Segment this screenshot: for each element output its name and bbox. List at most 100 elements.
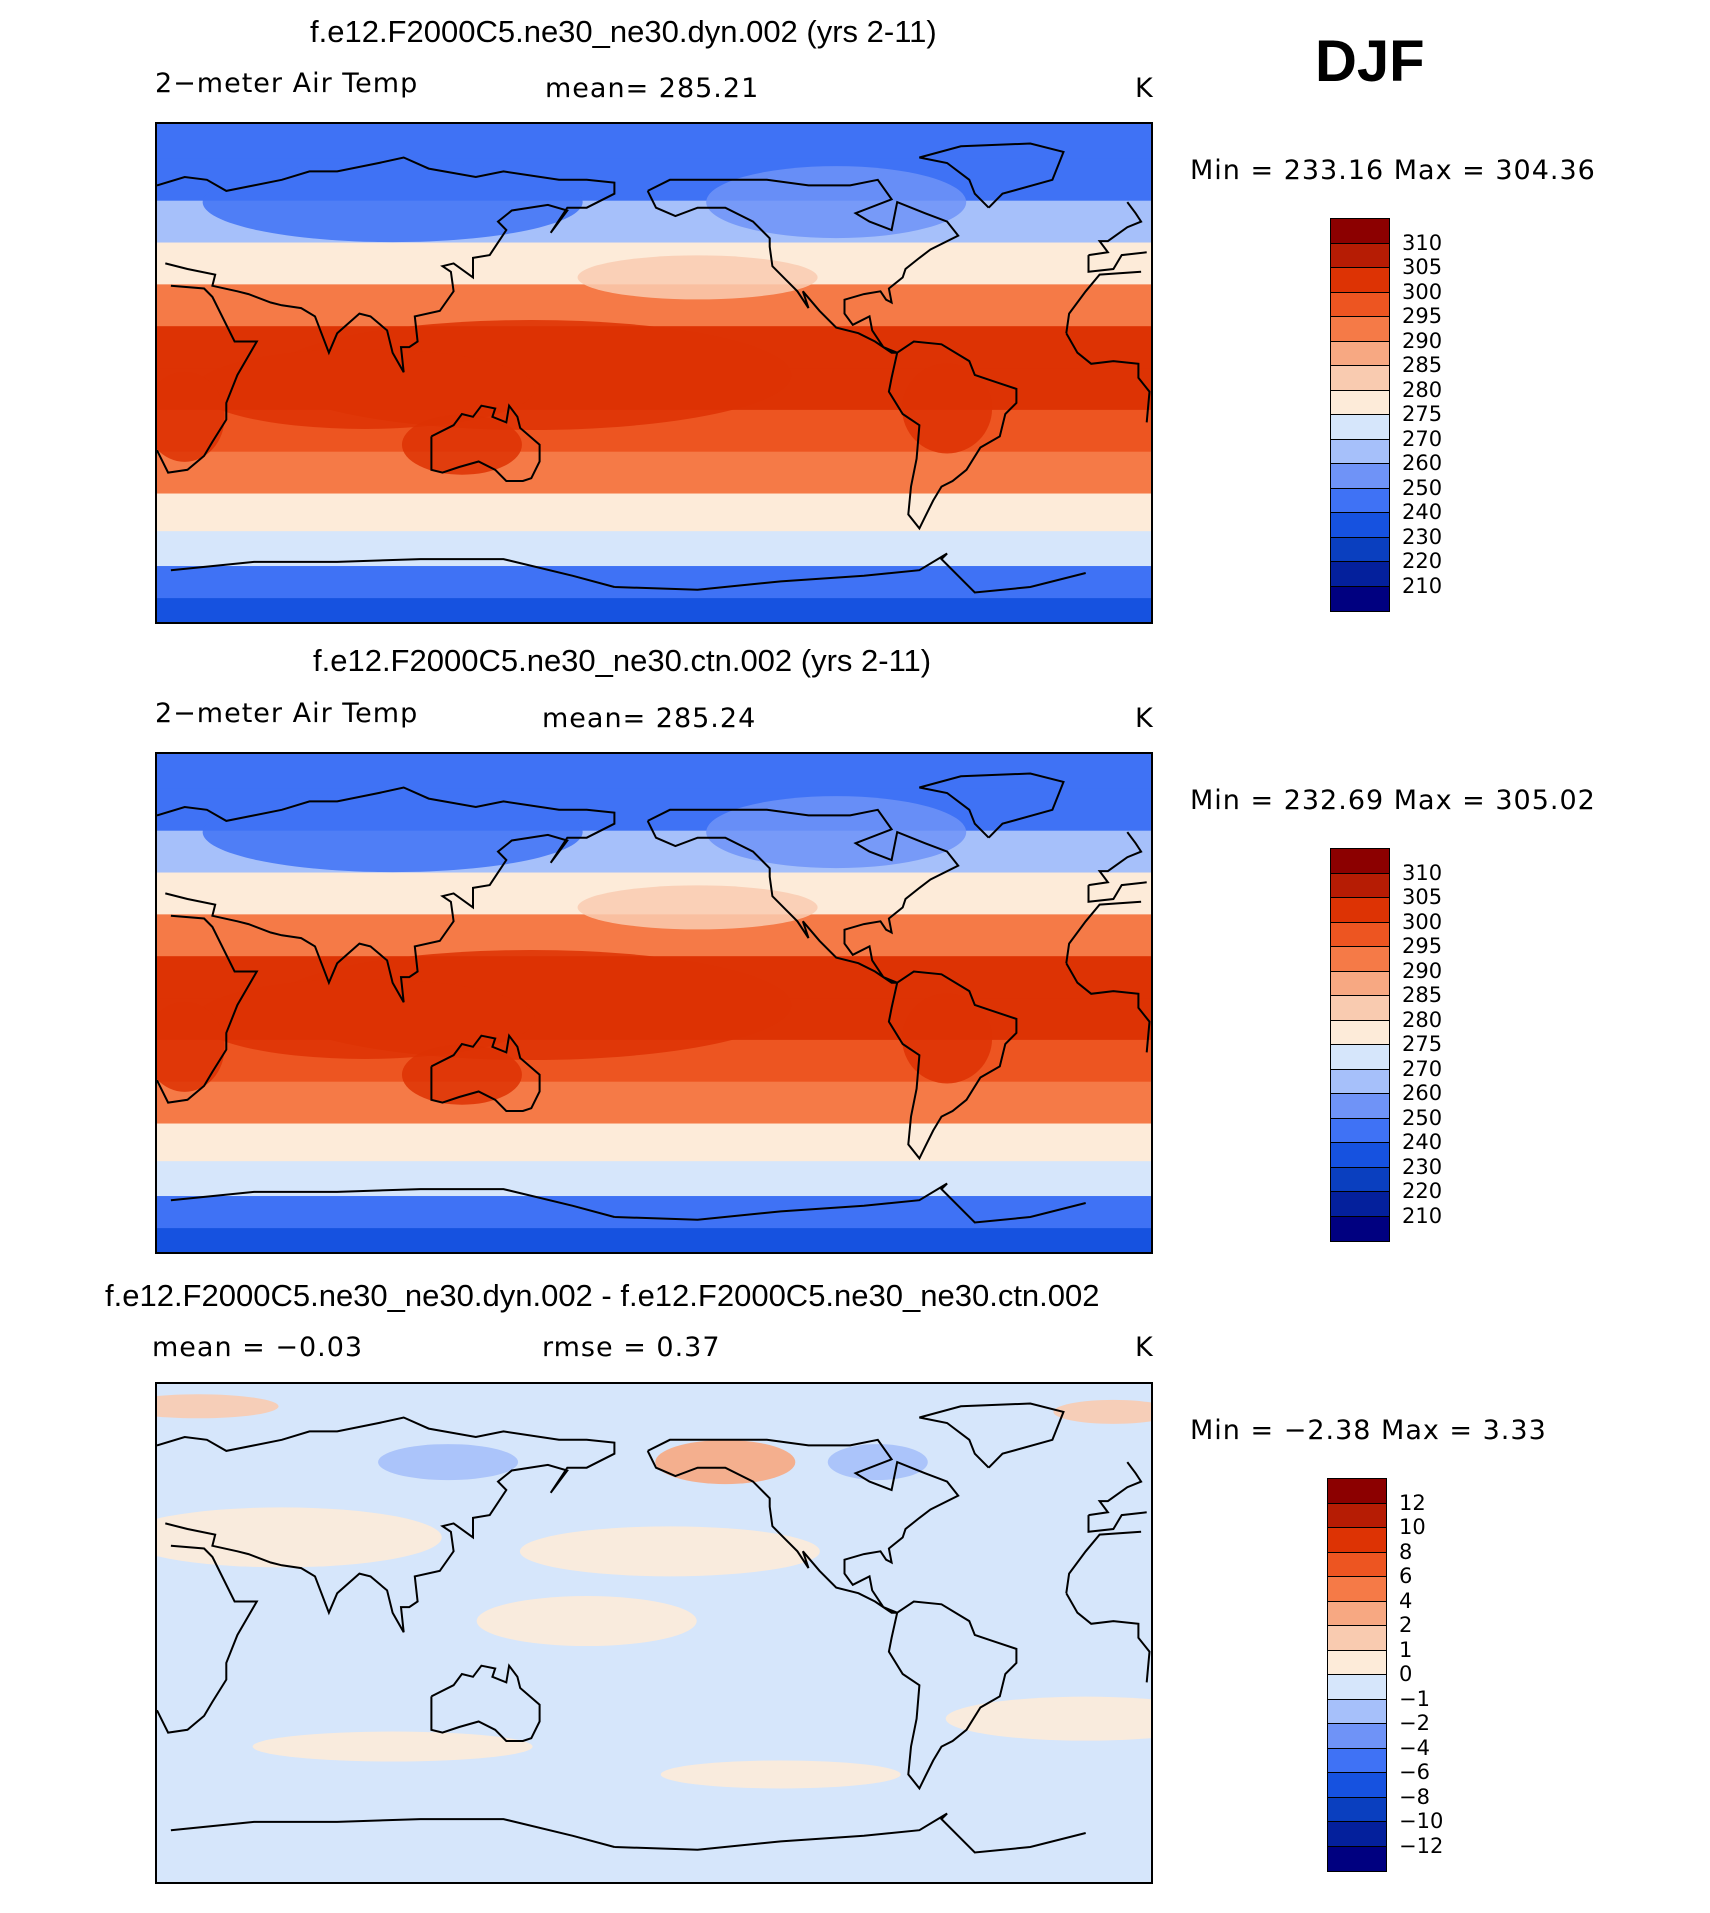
- colorbar-swatch: [1330, 1093, 1390, 1119]
- difference-patch: [655, 1440, 796, 1485]
- colorbar-tick-label: 285: [1402, 353, 1443, 377]
- colorbar-swatch: [1330, 1044, 1390, 1070]
- units-label: K: [1135, 703, 1154, 734]
- temperature-anomaly-region: [577, 885, 818, 930]
- colorbar-tick-label: 305: [1402, 255, 1443, 279]
- colorbar-swatch: [1330, 340, 1390, 367]
- colorbar-swatch: [1330, 512, 1390, 538]
- colorbar-tick-label: −6: [1399, 1760, 1430, 1784]
- coastline-samerica: [887, 1600, 1018, 1791]
- colorbar-tick-label: 210: [1402, 1203, 1443, 1228]
- colorbar-tick-label: 285: [1402, 983, 1443, 1007]
- colorbar-swatch: [1330, 1117, 1390, 1144]
- difference-patch: [945, 1696, 1151, 1741]
- colorbar-swatch: [1330, 1166, 1390, 1193]
- colorbar-swatch: [1330, 291, 1390, 318]
- colorbar-tick-label: 210: [1402, 573, 1443, 598]
- colorbar-swatch: [1327, 1796, 1387, 1823]
- temperature-anomaly-region: [202, 162, 583, 243]
- temperature-anomaly-region: [157, 371, 225, 462]
- colorbar-swatch: [1330, 536, 1390, 563]
- temperature-band: [157, 124, 1151, 160]
- colorbar-swatch: [1327, 1600, 1387, 1627]
- variable-label: mean = −0.03: [152, 1332, 364, 1363]
- season-label: DJF: [1315, 29, 1425, 94]
- panel-title: f.e12.F2000C5.ne30_ne30.dyn.002 - f.e12.…: [105, 1278, 1100, 1313]
- colorbar-tick-label: 8: [1399, 1539, 1413, 1564]
- colorbar-swatch: [1327, 1649, 1387, 1676]
- coastline-antarctica: [170, 1812, 1086, 1854]
- panel-title: f.e12.F2000C5.ne30_ne30.ctn.002 (yrs 2-1…: [313, 643, 932, 678]
- difference-patch: [1053, 1399, 1151, 1424]
- colorbar-swatch: [1327, 1747, 1387, 1774]
- temperature-band: [157, 493, 1151, 533]
- temperature-anomaly-region: [157, 1001, 225, 1092]
- coastline-australia: [430, 1663, 541, 1742]
- colorbar-swatch: [1330, 946, 1390, 972]
- colorbar-swatch: [1330, 1068, 1390, 1095]
- colorbar-swatch: [1330, 970, 1390, 997]
- coastline-namerica: [646, 1438, 960, 1614]
- temperature-band: [157, 451, 1151, 495]
- variable-label: 2−meter Air Temp: [155, 698, 419, 729]
- colorbar-swatch: [1327, 1551, 1387, 1578]
- colorbar-tick-label: −10: [1399, 1809, 1444, 1833]
- colorbar-swatch: [1330, 995, 1390, 1021]
- colorbar-swatch: [1330, 872, 1390, 899]
- colorbar-tick-label: 280: [1402, 1007, 1443, 1032]
- coastline-namerica: [646, 808, 960, 984]
- colorbar-tick-label: 300: [1402, 909, 1443, 934]
- colorbar-swatch: [1330, 848, 1390, 874]
- colorbar-tick-label: 230: [1402, 524, 1443, 549]
- colorbar-swatch: [1327, 1772, 1387, 1798]
- temperature-band: [157, 754, 1151, 790]
- coastline-australia: [430, 403, 541, 482]
- colorbar-tick-label: 6: [1399, 1564, 1413, 1588]
- coastline-samerica: [887, 970, 1018, 1161]
- colorbar-tick-label: 310: [1402, 860, 1443, 885]
- colorbar-tick-label: 280: [1402, 377, 1443, 402]
- difference-patch: [157, 1394, 279, 1419]
- colorbar-tick-label: 250: [1402, 1105, 1443, 1130]
- temperature-band: [157, 1196, 1151, 1230]
- colorbar-swatch: [1330, 242, 1390, 269]
- temperature-anomaly-region: [194, 978, 535, 1059]
- coastline-africa: [157, 900, 1151, 1104]
- colorbar-tick-label: 220: [1402, 549, 1443, 573]
- temperature-band: [157, 1123, 1151, 1163]
- colorbar-tick-label: 220: [1402, 1179, 1443, 1203]
- temperature-anomaly-region: [706, 796, 967, 869]
- coastline-greenland: [919, 772, 1065, 839]
- colorbar-swatch: [1330, 897, 1390, 923]
- colorbar-swatch: [1330, 1019, 1390, 1046]
- colorbar-tick-label: 295: [1402, 304, 1443, 328]
- colorbar-swatch: [1327, 1625, 1387, 1651]
- colorbar-swatch: [1330, 1142, 1390, 1168]
- temperature-band: [157, 598, 1151, 622]
- colorbar-tick-label: 260: [1402, 451, 1443, 475]
- colorbar-swatch: [1330, 1191, 1390, 1217]
- coastline-africa: [157, 1530, 1151, 1734]
- colorbar-tick-label: 310: [1402, 230, 1443, 255]
- colorbar-swatch: [1327, 1527, 1387, 1553]
- colorbar-swatch: [1327, 1502, 1387, 1529]
- temperature-anomaly-region: [202, 792, 583, 873]
- temperature-anomaly-region: [577, 255, 818, 300]
- colorbar-tick-label: 10: [1399, 1515, 1426, 1539]
- colorbar-tick-label: 300: [1402, 279, 1443, 304]
- colorbar-tick-label: 290: [1402, 958, 1443, 983]
- coastline-namerica: [646, 178, 960, 354]
- coastline-eurasia: [157, 1416, 1147, 1633]
- panel-title: f.e12.F2000C5.ne30_ne30.dyn.002 (yrs 2-1…: [310, 14, 937, 49]
- colorbar-swatch: [1330, 267, 1390, 293]
- colorbar-tick-label: −2: [1399, 1711, 1430, 1735]
- difference-patch: [519, 1526, 820, 1577]
- coastline-greenland: [919, 142, 1065, 209]
- colorbar-tick-label: 4: [1399, 1588, 1413, 1613]
- colorbar-tick-label: −12: [1399, 1833, 1444, 1858]
- colorbar-tick-label: 0: [1399, 1662, 1413, 1686]
- units-label: K: [1135, 1332, 1154, 1363]
- colorbar-swatch: [1330, 561, 1390, 587]
- colorbar-tick-label: 240: [1402, 1130, 1443, 1154]
- statistic-label: rmse = 0.37: [542, 1332, 721, 1363]
